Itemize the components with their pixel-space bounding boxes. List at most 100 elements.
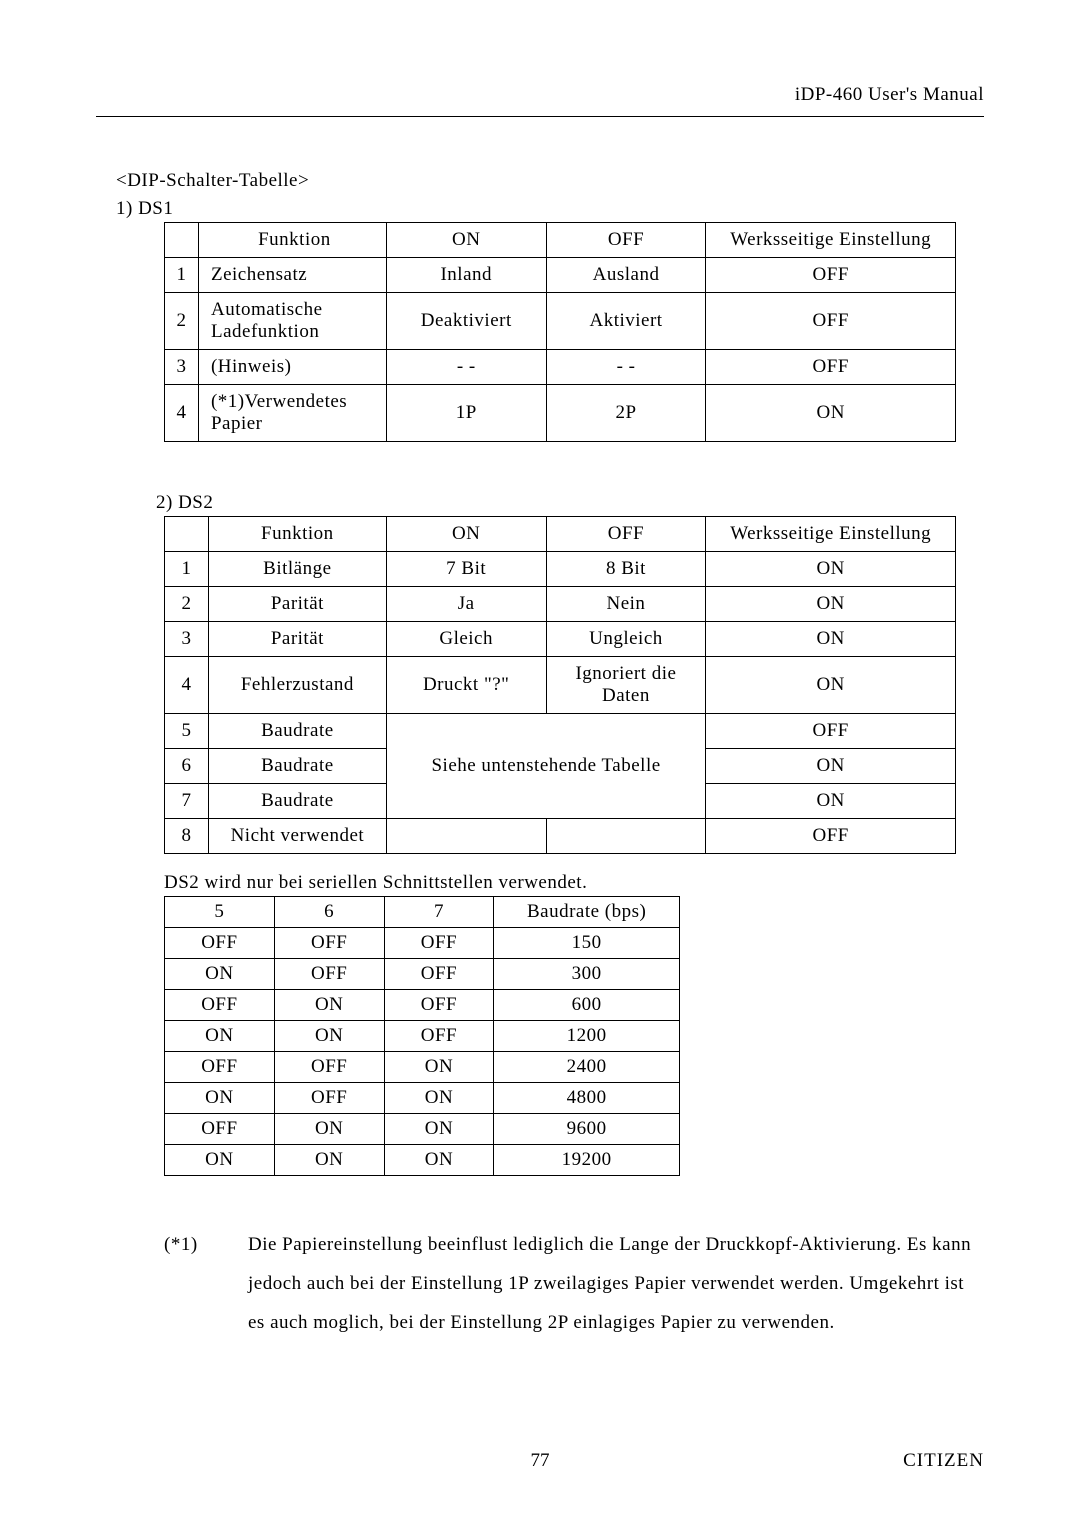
cell: ON [274, 1114, 384, 1145]
cell: Automatische Ladefunktion [198, 293, 386, 350]
cell: ON [706, 657, 956, 714]
table-row: 5 6 7 Baudrate (bps) [165, 897, 680, 928]
table-row: ONONOFF1200 [165, 1021, 680, 1052]
table-row: 3 (Hinweis) - - - - OFF [165, 350, 956, 385]
col-header: Werksseitige Einstellung [706, 223, 956, 258]
cell: OFF [274, 928, 384, 959]
col-header [165, 223, 199, 258]
cell: Baudrate [208, 749, 386, 784]
cell: 4 [165, 385, 199, 442]
header-title: iDP-460 User's Manual [795, 84, 984, 106]
cell: - - [386, 350, 546, 385]
table-row: 2 Parität Ja Nein ON [165, 587, 956, 622]
cell: 600 [494, 990, 680, 1021]
cell: ON [165, 1021, 275, 1052]
cell: OFF [165, 990, 275, 1021]
cell: Ja [386, 587, 546, 622]
cell: - - [546, 350, 706, 385]
cell: 9600 [494, 1114, 680, 1145]
cell: OFF [165, 1052, 275, 1083]
cell: OFF [706, 258, 956, 293]
cell [546, 819, 706, 854]
cell: 5 [165, 714, 209, 749]
cell: ON [274, 1145, 384, 1176]
col-header: 7 [384, 897, 494, 928]
cell: 2400 [494, 1052, 680, 1083]
cell: Parität [208, 622, 386, 657]
cell: Baudrate [208, 784, 386, 819]
table-row: 3 Parität Gleich Ungleich ON [165, 622, 956, 657]
cell: Gleich [386, 622, 546, 657]
cell: (*1)Verwendetes Papier [198, 385, 386, 442]
cell: 4800 [494, 1083, 680, 1114]
cell: 1200 [494, 1021, 680, 1052]
cell: Zeichensatz [198, 258, 386, 293]
col-header: ON [386, 223, 546, 258]
ds1-label: 1) DS1 [116, 198, 984, 220]
cell: OFF [706, 350, 956, 385]
cell: OFF [165, 928, 275, 959]
cell: ON [384, 1052, 494, 1083]
table-row: ONOFFOFF300 [165, 959, 680, 990]
cell: ON [706, 784, 956, 819]
cell: ON [706, 385, 956, 442]
table-row: Funktion ON OFF Werksseitige Einstellung [165, 223, 956, 258]
cell: ON [384, 1083, 494, 1114]
cell: 8 [165, 819, 209, 854]
cell: Ungleich [546, 622, 706, 657]
col-header: Funktion [198, 223, 386, 258]
col-header: OFF [546, 517, 706, 552]
cell: ON [706, 552, 956, 587]
cell: OFF [384, 928, 494, 959]
table-row: Funktion ON OFF Werksseitige Einstellung [165, 517, 956, 552]
cell: ON [706, 587, 956, 622]
ds2-note: DS2 wird nur bei seriellen Schnittstelle… [164, 872, 984, 894]
ds1-table: Funktion ON OFF Werksseitige Einstellung… [164, 222, 956, 442]
col-header: ON [386, 517, 546, 552]
table-row: 1 Bitlänge 7 Bit 8 Bit ON [165, 552, 956, 587]
cell: Nein [546, 587, 706, 622]
cell: 1P [386, 385, 546, 442]
cell: Parität [208, 587, 386, 622]
cell: OFF [274, 959, 384, 990]
cell: 7 [165, 784, 209, 819]
cell: OFF [706, 714, 956, 749]
cell: 2 [165, 587, 209, 622]
section-title: <DIP-Schalter-Tabelle> [116, 170, 984, 192]
col-header: OFF [546, 223, 706, 258]
cell: ON [706, 622, 956, 657]
baudrate-table: 5 6 7 Baudrate (bps) OFFOFFOFF150 ONOFFO… [164, 896, 680, 1176]
table-row: 4 (*1)Verwendetes Papier 1P 2P ON [165, 385, 956, 442]
footnote-marker: (*1) [164, 1226, 248, 1343]
cell: ON [384, 1114, 494, 1145]
table-row: 1 Zeichensatz Inland Ausland OFF [165, 258, 956, 293]
cell: 2 [165, 293, 199, 350]
cell: 19200 [494, 1145, 680, 1176]
ds2-label: 2) DS2 [156, 492, 984, 514]
table-row: ONOFFON4800 [165, 1083, 680, 1114]
cell: 8 Bit [546, 552, 706, 587]
cell: Fehlerzustand [208, 657, 386, 714]
table-row: OFFONOFF600 [165, 990, 680, 1021]
col-header: Baudrate (bps) [494, 897, 680, 928]
cell: Ignoriert die Daten [546, 657, 706, 714]
cell: OFF [706, 819, 956, 854]
footnote: (*1) Die Papiereinstellung beeinflust le… [164, 1226, 984, 1343]
cell [386, 819, 546, 854]
cell: 6 [165, 749, 209, 784]
cell: (Hinweis) [198, 350, 386, 385]
cell: ON [165, 1083, 275, 1114]
cell: Deaktiviert [386, 293, 546, 350]
cell: Aktiviert [546, 293, 706, 350]
cell: ON [165, 959, 275, 990]
table-row: OFFOFFON2400 [165, 1052, 680, 1083]
footer-brand: CITIZEN [903, 1450, 984, 1472]
cell: OFF [384, 1021, 494, 1052]
col-header: 6 [274, 897, 384, 928]
cell: OFF [384, 990, 494, 1021]
cell: 7 Bit [386, 552, 546, 587]
cell: 1 [165, 552, 209, 587]
ds2-table: Funktion ON OFF Werksseitige Einstellung… [164, 516, 956, 854]
cell: ON [165, 1145, 275, 1176]
cell: OFF [384, 959, 494, 990]
